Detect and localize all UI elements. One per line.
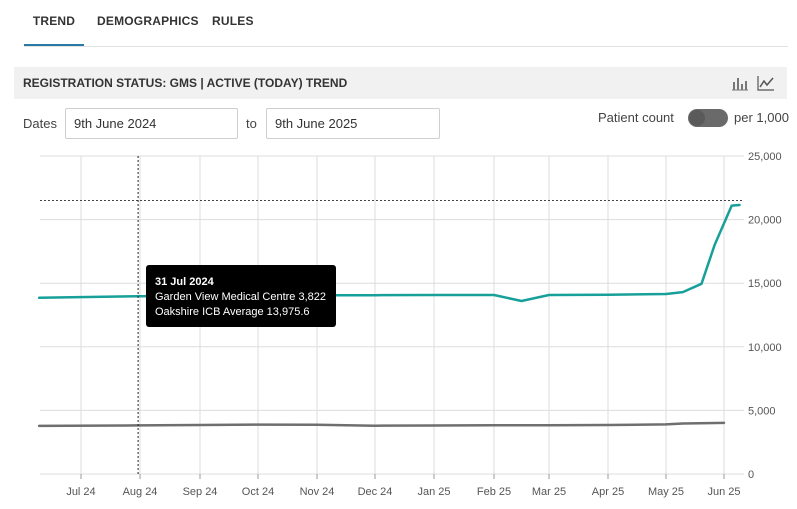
x-tick-label: Feb 25 <box>477 486 511 498</box>
date-to-input[interactable] <box>266 108 440 139</box>
tooltip-date: 31 Jul 2024 <box>155 276 214 288</box>
dates-label: Dates <box>23 116 57 131</box>
tooltip-practice-value: Garden View Medical Centre 3,822 <box>155 291 327 303</box>
tooltip-icb-value: Oakshire ICB Average 13,975.6 <box>155 306 310 318</box>
x-tick-label: Nov 24 <box>300 486 335 498</box>
x-tick-label: Dec 24 <box>358 486 393 498</box>
toggle-knob <box>689 110 705 126</box>
y-tick-label: 0 <box>748 469 754 481</box>
patient-count-label: Patient count <box>598 110 674 125</box>
chart-tooltip: 31 Jul 2024 Garden View Medical Centre 3… <box>146 265 336 327</box>
x-tick-label: Jan 25 <box>417 486 450 498</box>
y-tick-label: 10,000 <box>748 342 782 354</box>
x-tick-label: Mar 25 <box>532 486 566 498</box>
x-tick-label: Apr 25 <box>592 486 624 498</box>
per-1000-label: per 1,000 <box>734 110 789 125</box>
tab-demographics[interactable]: DEMOGRAPHICS <box>97 14 199 28</box>
y-tick-label: 15,000 <box>748 278 782 290</box>
bar-chart-icon[interactable] <box>730 73 750 93</box>
tab-trend[interactable]: TREND <box>24 14 84 46</box>
y-tick-label: 5,000 <box>748 405 776 417</box>
panel-header: REGISTRATION STATUS: GMS | ACTIVE (TODAY… <box>14 67 787 99</box>
tab-bar: TREND DEMOGRAPHICS RULES <box>24 0 788 47</box>
x-tick-label: Jul 24 <box>66 486 95 498</box>
practice-series-line <box>37 421 726 428</box>
x-tick-label: Jun 25 <box>707 486 740 498</box>
panel-title: REGISTRATION STATUS: GMS | ACTIVE (TODAY… <box>23 76 348 90</box>
x-tick-label: Aug 24 <box>123 486 158 498</box>
y-tick-label: 20,000 <box>748 215 782 227</box>
to-label: to <box>246 116 257 131</box>
per-1000-toggle[interactable] <box>688 109 728 127</box>
tab-rules[interactable]: RULES <box>212 14 254 28</box>
date-from-input[interactable] <box>65 108 238 139</box>
x-tick-label: May 25 <box>648 486 684 498</box>
x-tick-label: Sep 24 <box>183 486 218 498</box>
x-tick-label: Oct 24 <box>242 486 274 498</box>
y-tick-label: 25,000 <box>748 151 782 163</box>
line-chart-icon[interactable] <box>756 73 776 93</box>
